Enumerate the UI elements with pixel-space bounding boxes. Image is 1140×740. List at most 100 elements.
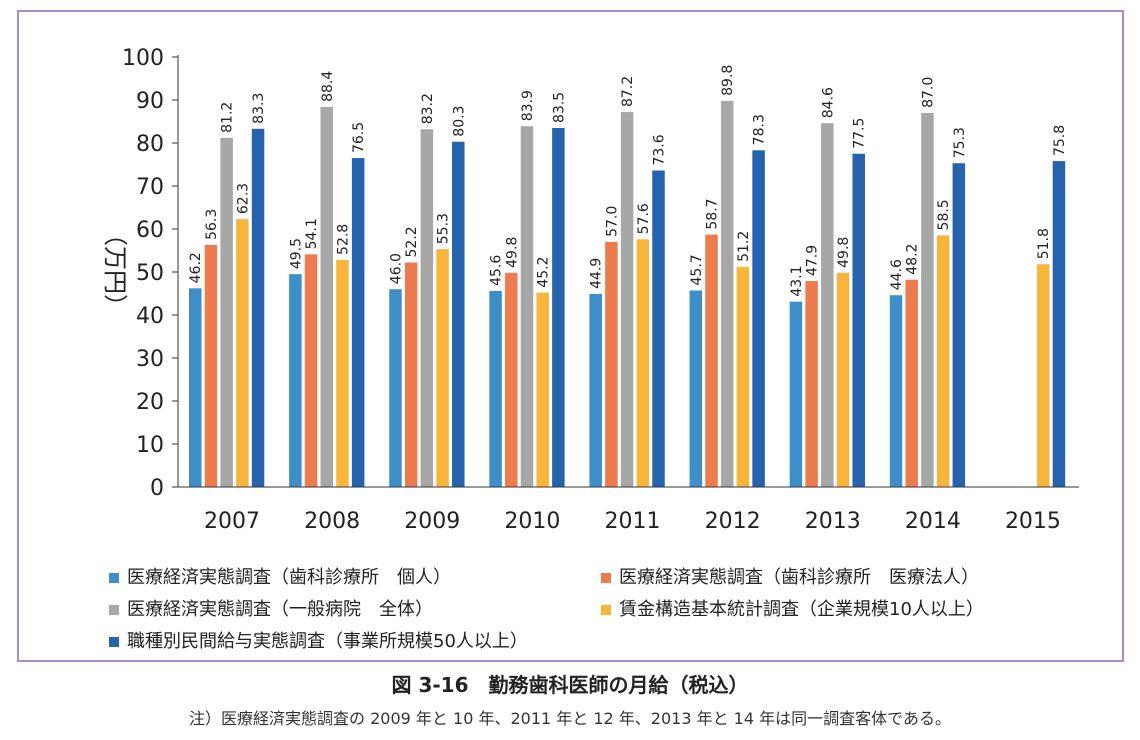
bar (505, 272, 518, 487)
bar (589, 293, 602, 487)
bar (921, 112, 934, 488)
bar (351, 158, 365, 488)
legend-item: 医療経済実態調査（歯科診療所 個人） (109, 565, 601, 591)
legend-item: 職種別民間給与実態調査（事業所規模50人以上） (109, 629, 601, 655)
bar (520, 126, 534, 487)
bar (805, 281, 818, 487)
data-label: 75.3 (952, 127, 968, 158)
bar (936, 235, 950, 487)
legend-label: 医療経済実態調査（歯科診療所 個人） (127, 567, 451, 588)
bar-series (189, 100, 1066, 488)
data-label: 44.6 (889, 259, 905, 290)
x-tick-label: 2007 (204, 509, 260, 534)
legend-swatch (109, 573, 119, 583)
data-label: 52.8 (335, 224, 351, 255)
data-label: 83.5 (551, 92, 567, 123)
bar (404, 262, 418, 487)
data-label: 83.3 (251, 93, 267, 124)
data-label: 87.0 (920, 77, 936, 108)
data-label: 43.1 (789, 265, 805, 296)
data-label: 45.7 (689, 254, 705, 285)
y-tick-label: 40 (136, 304, 164, 329)
bar (552, 127, 565, 487)
data-label: 76.5 (351, 122, 367, 153)
legend-swatch (601, 605, 611, 615)
x-tick-label: 2015 (1005, 509, 1061, 534)
y-tick-label: 10 (136, 433, 164, 458)
data-label: 88.4 (320, 71, 336, 102)
data-label: 54.1 (304, 218, 320, 249)
data-label: 48.2 (905, 244, 921, 275)
chart-frame: 0 10 20 30 40 50 60 70 80 90 100 46.2 49.5 46.0 45.6 4… (17, 10, 1124, 662)
data-label: 80.3 (451, 106, 467, 137)
bar (1036, 264, 1050, 487)
bar (289, 274, 302, 487)
bar (436, 249, 449, 487)
bar (220, 137, 233, 487)
y-tick-label: 50 (136, 261, 164, 286)
bar (905, 279, 918, 487)
bar (605, 241, 618, 487)
data-label: 55.3 (436, 213, 452, 244)
bar (1052, 161, 1066, 487)
data-label: 58.5 (936, 199, 952, 230)
data-label: 83.9 (520, 90, 536, 121)
x-tick-label: 2013 (805, 509, 861, 534)
data-label: 49.5 (288, 238, 304, 269)
x-tick-label: 2009 (404, 509, 460, 534)
y-tick-label: 90 (136, 89, 164, 114)
bar (736, 266, 750, 487)
data-label: 51.2 (736, 231, 752, 262)
legend-label: 医療経済実態調査（一般病院 全体） (127, 599, 433, 620)
legend: 医療経済実態調査（歯科診療所 個人） 医療経済実態調査（歯科診療所 医療法人） 医療… (109, 565, 1069, 655)
data-label: 58.7 (705, 198, 721, 229)
legend-label: 賃金構造基本統計調査（企業規模10人以上） (619, 599, 984, 620)
data-label: 81.2 (220, 102, 236, 133)
bar (689, 290, 703, 487)
bar (889, 295, 903, 487)
data-label: 46.0 (388, 253, 404, 284)
bar (251, 128, 265, 487)
legend-label: 職種別民間給与実態調査（事業所規模50人以上） (127, 631, 528, 652)
y-tick-label: 0 (150, 476, 164, 501)
x-axis-ticks: 2007 2008 2009 2010 2011 2012 2013 2014 2015 (178, 486, 1079, 534)
data-label: 78.3 (752, 114, 768, 145)
data-label: 49.8 (836, 237, 852, 268)
bar (236, 219, 249, 488)
bar (836, 272, 850, 487)
legend-swatch (109, 605, 119, 615)
data-label: 49.8 (504, 237, 520, 268)
data-label: 83.2 (420, 93, 436, 124)
y-tick-label: 70 (136, 175, 164, 200)
data-label: 45.6 (489, 255, 505, 286)
bar (420, 129, 434, 487)
bar (821, 123, 834, 487)
x-tick-label: 2008 (304, 509, 360, 534)
legend-item: 医療経済実態調査（歯科診療所 医療法人） (601, 565, 1071, 591)
y-axis-ticks: 0 10 20 30 40 50 60 70 80 90 100 (122, 46, 179, 501)
data-labels: 46.2 49.5 46.0 45.6 44.9 45.7 43.1 44.6 56.3 54.1… (188, 65, 1068, 297)
y-tick-label: 80 (136, 132, 164, 157)
bar (452, 141, 465, 487)
legend-label: 医療経済実態調査（歯科診療所 医療法人） (619, 567, 979, 588)
bar (952, 163, 966, 487)
data-label: 52.2 (404, 226, 420, 257)
data-label: 77.5 (852, 118, 868, 149)
data-label: 73.6 (651, 134, 667, 165)
data-label: 47.9 (805, 245, 821, 276)
bar (336, 259, 349, 487)
data-label: 46.2 (188, 252, 204, 283)
bar (789, 301, 803, 487)
bar (620, 112, 634, 487)
y-tick-label: 60 (136, 218, 164, 243)
bar (705, 234, 718, 487)
bar (489, 290, 502, 487)
bar (320, 106, 334, 487)
data-label: 89.8 (720, 65, 736, 96)
data-label: 84.6 (820, 87, 836, 118)
bar (720, 100, 734, 488)
x-tick-label: 2014 (905, 509, 961, 534)
data-label: 45.2 (536, 256, 552, 287)
bar (636, 239, 650, 487)
